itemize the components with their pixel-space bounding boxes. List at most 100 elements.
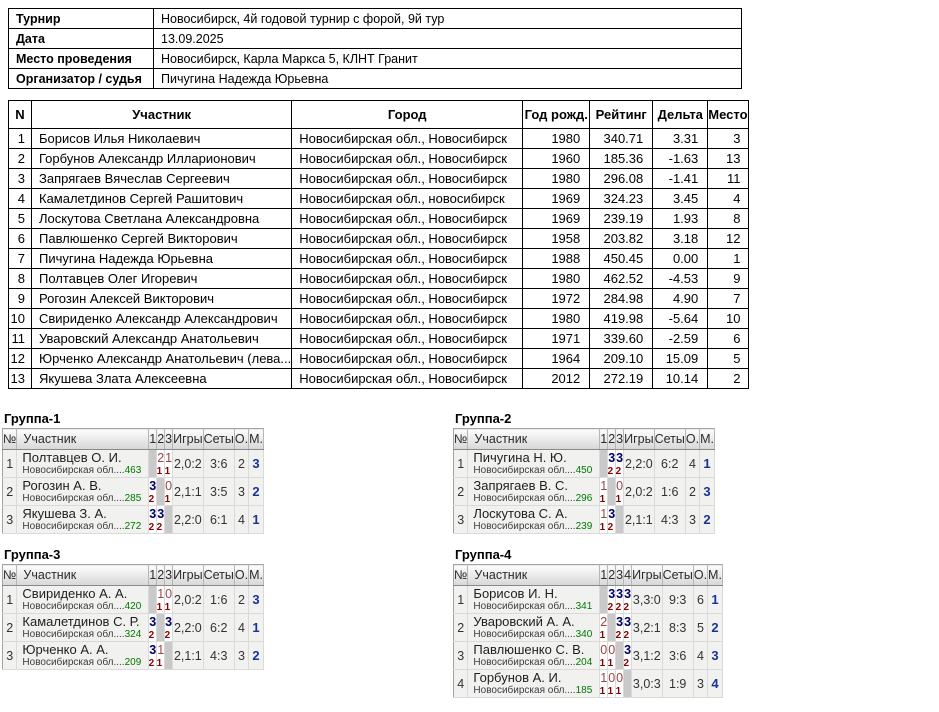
result-cell: 3:22 (148, 477, 158, 506)
result-score: 3:0 (616, 615, 624, 629)
result-handicap: 1 (164, 494, 171, 505)
cell-rating: 284.98 (589, 288, 654, 309)
result-score: 3:2 (608, 587, 616, 601)
result-handicap: 2 (164, 630, 171, 641)
group-column-header-0: № (453, 428, 469, 450)
cell-player: Свириденко А. А. Новосибирская обл.... 420 (16, 585, 150, 614)
cell-rating: 239.19 (589, 208, 654, 229)
cell-place: 4 (707, 669, 723, 698)
cell-games: 2,2:0 (172, 505, 204, 534)
result-cell: 0:31 (599, 641, 609, 670)
self-cell (156, 477, 166, 506)
group-column-header-3: 2 (156, 428, 166, 450)
cell-games: 2,0:2 (172, 585, 204, 614)
info-row: Дата 13.09.2025 (8, 28, 742, 49)
player-name: Павлюшенко С. В. (473, 642, 585, 657)
result-handicap: 1 (615, 686, 622, 697)
player-subline: Новосибирская обл.... 420 (17, 601, 147, 613)
cell-city: Новосибирская обл., Новосибирск (291, 328, 524, 349)
player-rating: 285 (124, 493, 142, 504)
column-header-2: Город (291, 100, 524, 129)
cell-rating: 272.19 (589, 368, 654, 389)
result-cell: 3:02 (615, 613, 625, 642)
cell-rating: 450.45 (589, 248, 654, 269)
group-column-header-6: Сеты (203, 564, 235, 586)
group-column-header-1: Участник (467, 564, 601, 586)
result-handicap: 2 (156, 522, 163, 533)
result-score: 3:1 (608, 451, 616, 465)
participant-row: 4 Камалетдинов Сергей Рашитович Новосибирс… (8, 188, 749, 209)
cell-born: 1980 (522, 128, 591, 149)
cell-place: 3 (707, 641, 723, 670)
cell-delta: 10.14 (652, 368, 709, 389)
column-header-0: N (8, 100, 32, 129)
result-handicap: 2 (148, 658, 155, 669)
cell-name: Запрягаев Вячеслав Сергеевич (30, 168, 293, 189)
info-row: Турнир Новосибирск, 4й годовой турнир с … (8, 8, 742, 29)
player-region: Новосибирская обл.... (22, 657, 125, 668)
player-rating: 239 (575, 521, 593, 532)
cell-n: 6 (8, 228, 32, 249)
cell-name: Уваровский Александр Анатольевич (30, 328, 293, 349)
result-cell: 3:12 (148, 613, 158, 642)
group-column-header-8: О. (693, 564, 709, 586)
participant-row: 9 Рогозин Алексей Викторович Новосибирская… (8, 288, 749, 309)
group-title: Группа-4 (455, 547, 512, 562)
result-cell: 2:31 (156, 449, 166, 478)
cell-place: 11 (707, 168, 749, 189)
cell-born: 1972 (522, 288, 591, 309)
info-value-organizer: Пичугина Надежда Юрьевна (153, 68, 742, 89)
cell-player-number: 1 (453, 585, 469, 614)
cell-points: 6 (693, 585, 709, 614)
player-rating: 450 (575, 465, 593, 476)
group-title: Группа-2 (455, 411, 512, 426)
result-cell: 3:22 (607, 585, 617, 614)
player-name: Рогозин А. В. (22, 478, 102, 493)
result-handicap: 1 (599, 630, 606, 641)
info-label-organizer: Организатор / судья (8, 68, 154, 89)
cell-place: 5 (707, 348, 749, 369)
result-score: 1:3 (157, 587, 165, 601)
player-name: Уваровский А. А. (473, 614, 575, 629)
player-name: Борисов И. Н. (473, 586, 558, 601)
result-cell: 0:31 (164, 477, 174, 506)
result-cell: 0:31 (615, 669, 625, 698)
group-header-row: № Участник 1 2 3 Игры Сеты О. М. (2, 564, 264, 586)
cell-name: Лоскутова Светлана Александровна (30, 208, 293, 229)
group-table-2: № Участник 1 2 3 Игры Сеты О. М. 1 Пичугина Н. Ю. Н… (453, 428, 715, 534)
player-rating: 209 (124, 657, 142, 668)
group-column-header-0: № (2, 564, 18, 586)
self-cell (156, 613, 166, 642)
cell-name: Пичугина Надежда Юрьевна (30, 248, 293, 269)
cell-place: 6 (707, 328, 749, 349)
cell-player: Горбунов А. И. Новосибирская обл.... 185 (467, 669, 601, 698)
group-column-header-4: 3 (164, 564, 174, 586)
cell-place: 4 (707, 188, 749, 209)
player-name: Юрченко А. А. (22, 642, 109, 657)
cell-points: 4 (234, 613, 250, 642)
result-cell: 3:12 (623, 585, 633, 614)
self-cell (164, 505, 174, 534)
cell-city: Новосибирская обл., новосибирск (291, 188, 524, 209)
player-name: Свириденко А. А. (22, 586, 128, 601)
column-header-4: Рейтинг (589, 100, 654, 129)
cell-games: 2,0:2 (172, 449, 204, 478)
result-cell: 3:02 (607, 505, 617, 534)
cell-sets: 6:2 (654, 449, 686, 478)
player-subline: Новосибирская обл.... 450 (468, 465, 598, 477)
self-cell (607, 613, 617, 642)
cell-city: Новосибирская обл., Новосибирск (291, 368, 524, 389)
cell-player-number: 3 (453, 641, 469, 670)
info-value-venue: Новосибирск, Карла Маркса 5, КЛНТ Гранит (153, 48, 742, 69)
cell-delta: 1.93 (652, 208, 709, 229)
cell-born: 1958 (522, 228, 591, 249)
cell-city: Новосибирская обл., Новосибирск (291, 148, 524, 169)
result-score: 3:0 (608, 507, 616, 521)
cell-city: Новосибирская обл., Новосибирск (291, 348, 524, 369)
cell-born: 1969 (522, 208, 591, 229)
result-handicap: 2 (607, 602, 614, 613)
cell-rating: 203.82 (589, 228, 654, 249)
result-score: 3:0 (616, 587, 624, 601)
cell-player-number: 2 (453, 613, 469, 642)
